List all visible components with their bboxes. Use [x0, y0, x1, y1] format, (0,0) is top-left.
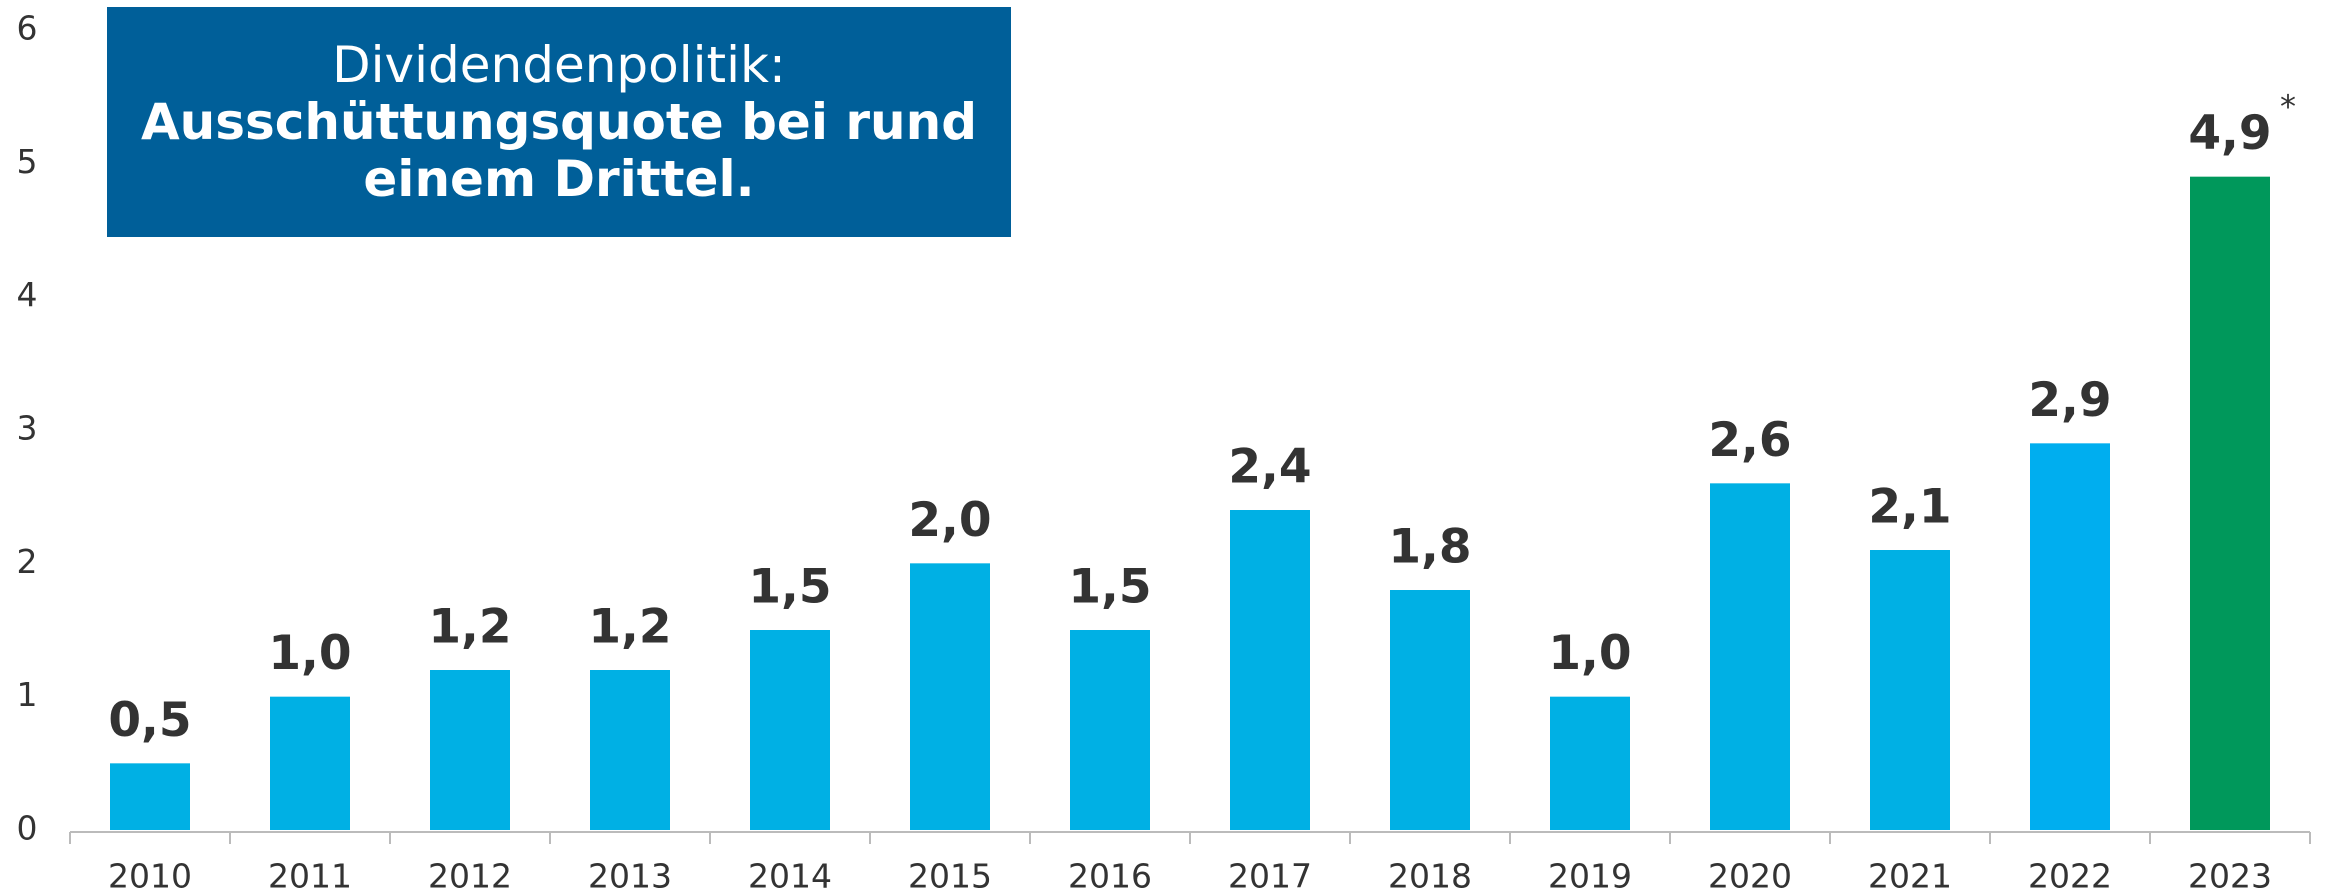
- value-label: 1,2: [428, 600, 511, 655]
- value-label: 4,9: [2188, 106, 2271, 161]
- value-label: 1,5: [1068, 560, 1151, 615]
- value-label: 1,2: [588, 600, 671, 655]
- value-label: 1,0: [268, 626, 351, 681]
- x-tick-label: 2011: [268, 857, 352, 894]
- x-tick-label: 2013: [588, 857, 672, 894]
- value-label: 2,6: [1708, 413, 1791, 468]
- bar: [1710, 483, 1790, 830]
- bar: [1230, 510, 1310, 830]
- x-tick-label: 2012: [428, 857, 512, 894]
- value-label: 2,0: [908, 493, 991, 548]
- value-label: 2,9: [2028, 373, 2111, 428]
- x-tick-label: 2015: [908, 857, 992, 894]
- value-label: 2,1: [1868, 480, 1951, 535]
- annotation: *: [2280, 88, 2296, 126]
- chart-title: Dividendenpolitik:: [332, 35, 786, 94]
- x-tick-label: 2017: [1228, 857, 1312, 894]
- value-label: 1,5: [748, 560, 831, 615]
- bar: [2190, 176, 2270, 830]
- y-tick-label: 3: [17, 409, 38, 448]
- x-tick-label: 2020: [1708, 857, 1792, 894]
- bar: [590, 670, 670, 830]
- bar: [1550, 696, 1630, 830]
- bar: [430, 670, 510, 830]
- x-tick-label: 2019: [1548, 857, 1632, 894]
- value-label: 2,4: [1228, 440, 1311, 495]
- x-tick-label: 2022: [2028, 857, 2112, 894]
- y-tick-label: 0: [17, 809, 38, 848]
- chart-subtitle: Ausschüttungsquote bei rund einem Dritte…: [140, 92, 978, 208]
- x-tick-label: 2010: [108, 857, 192, 894]
- y-tick-label: 5: [17, 142, 38, 181]
- bar: [1070, 630, 1150, 830]
- y-tick-label: 4: [17, 275, 38, 314]
- y-tick-label: 1: [17, 675, 38, 714]
- bar: [110, 763, 190, 830]
- bar: [910, 563, 990, 830]
- x-tick-label: 2018: [1388, 857, 1472, 894]
- value-label: 0,5: [108, 693, 191, 748]
- bar: [1390, 590, 1470, 830]
- title-box: Dividendenpolitik: Ausschüttungsquote be…: [107, 7, 1011, 237]
- y-tick-label: 6: [17, 9, 38, 48]
- x-tick-label: 2021: [1868, 857, 1952, 894]
- value-label: 1,8: [1388, 520, 1471, 575]
- value-label: 1,0: [1548, 626, 1631, 681]
- y-tick-label: 2: [17, 542, 38, 581]
- bar: [270, 696, 350, 830]
- bar: [2030, 443, 2110, 830]
- x-tick-label: 2023: [2188, 857, 2272, 894]
- x-tick-label: 2016: [1068, 857, 1152, 894]
- x-tick-label: 2014: [748, 857, 832, 894]
- bar: [1870, 550, 1950, 830]
- bar: [750, 630, 830, 830]
